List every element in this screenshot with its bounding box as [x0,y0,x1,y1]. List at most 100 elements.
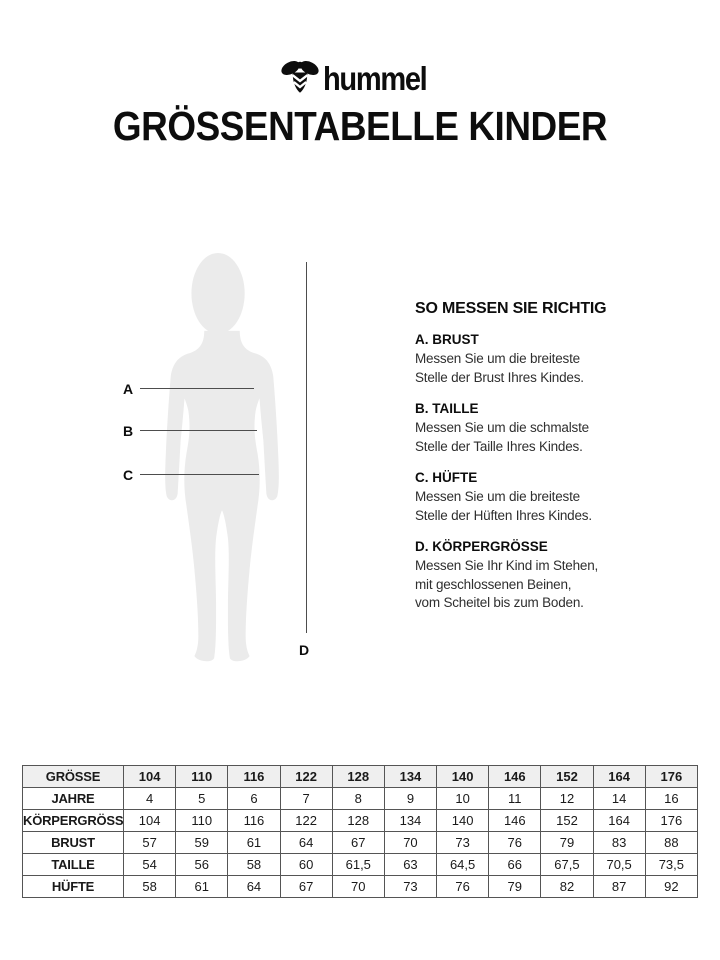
section-title: D. KÖRPERGRÖSSE [415,539,548,554]
row-label-cell: KÖRPERGRÖSSE [22,809,124,832]
section-line: Messen Sie Ihr Kind im Stehen, [415,558,599,573]
value-cell: 116 [227,809,281,832]
value-cell: 64,5 [436,853,490,876]
value-cell: 70,5 [592,853,646,876]
section-line: Stelle der Taille Ihres Kindes. [415,438,583,454]
value-cell: 110 [175,809,229,832]
value-cell: 61,5 [331,853,385,876]
value-cell: 128 [331,809,385,832]
measure-line-huefte [140,474,259,475]
value-cell: 64 [279,831,333,854]
size-table: GRÖSSE 104 110 116 122 128 134 140 146 152 164 176 J… [22,765,699,898]
value-cell: 134 [383,809,438,832]
value-cell: 58 [122,875,177,898]
value-cell: 152 [540,765,594,788]
value-cell: 54 [122,853,177,876]
value-cell: 152 [540,809,594,832]
value-cell: 140 [436,809,490,832]
size-table-header-row: GRÖSSE 104 110 116 122 128 134 140 146 152 164 176 [22,765,699,788]
section-title: A. BRUST [415,332,479,347]
value-cell: 92 [644,875,699,898]
section-line: vom Scheitel bis zum Boden. [415,595,584,610]
value-cell: 70 [331,875,385,898]
instruction-section-brust: A. BRUST Messen Sie um die breiteste Ste… [415,332,630,387]
value-cell: 6 [227,787,281,810]
value-cell: 56 [175,853,229,876]
value-cell: 122 [279,809,333,832]
value-cell: 104 [122,765,177,788]
value-cell: 164 [592,809,646,832]
value-cell: 128 [331,765,385,788]
value-cell: 76 [488,831,542,854]
value-cell: 79 [488,875,542,898]
value-cell: 82 [540,875,594,898]
size-table-row: BRUST 57 59 61 64 67 70 73 76 79 83 88 [22,831,699,854]
row-label-cell: GRÖSSE [22,765,124,788]
value-cell: 14 [592,787,646,810]
measure-label-c: C [123,467,134,483]
value-cell: 73 [436,831,490,854]
section-line: Stelle der Hüften Ihres Kindes. [415,507,592,523]
row-label-cell: JAHRE [22,787,124,810]
size-table-row: KÖRPERGRÖSSE 104 110 116 122 128 134 140 146 152 1… [22,809,699,832]
instruction-section-taille: B. TAILLE Messen Sie um die schmalste St… [415,401,630,456]
hummel-bee-icon [280,58,320,96]
value-cell: 4 [122,787,177,810]
value-cell: 11 [488,787,542,810]
row-label-cell: BRUST [22,831,124,854]
section-title: C. HÜFTE [415,470,478,485]
value-cell: 9 [383,787,438,810]
child-silhouette [153,250,291,668]
section-title: B. TAILLE [415,401,479,416]
value-cell: 64 [227,875,281,898]
row-label-cell: TAILLE [22,853,124,876]
value-cell: 88 [644,831,699,854]
value-cell: 57 [122,831,177,854]
instruction-section-koerpergroesse: D. KÖRPERGRÖSSE Messen Sie Ihr Kind im S… [415,539,630,613]
value-cell: 5 [175,787,229,810]
value-cell: 60 [279,853,333,876]
value-cell: 83 [592,831,646,854]
section-line: Messen Sie um die breiteste [415,351,580,366]
value-cell: 73,5 [644,853,699,876]
value-cell: 164 [592,765,646,788]
value-cell: 76 [436,875,490,898]
value-cell: 176 [644,809,699,832]
section-line: Messen Sie um die breiteste [415,489,580,504]
value-cell: 134 [383,765,438,788]
value-cell: 7 [279,787,333,810]
measure-label-b: B [123,423,134,439]
brand-wordmark: hummel [322,59,428,97]
measuring-instructions: SO MESSEN SIE RICHTIG A. BRUST Messen Si… [415,300,630,613]
value-cell: 79 [540,831,594,854]
value-cell: 10 [436,787,490,810]
value-cell: 70 [383,831,438,854]
value-cell: 116 [227,765,281,788]
value-cell: 73 [383,875,438,898]
measure-line-taille [140,430,257,431]
value-cell: 67 [279,875,333,898]
instructions-heading: SO MESSEN SIE RICHTIG [415,300,607,317]
instruction-section-huefte: C. HÜFTE Messen Sie um die breiteste Ste… [415,470,630,525]
value-cell: 67,5 [540,853,594,876]
section-line: mit geschlossenen Beinen, [415,576,572,592]
value-cell: 61 [175,875,229,898]
brand-logo: hummel [0,56,720,98]
section-line: Messen Sie um die schmalste [415,420,589,435]
page-title: GRÖSSENTABELLE KINDER [112,103,608,149]
value-cell: 61 [227,831,281,854]
value-cell: 66 [488,853,542,876]
value-cell: 63 [383,853,438,876]
section-line: Stelle der Brust Ihres Kindes. [415,369,584,385]
value-cell: 12 [540,787,594,810]
value-cell: 140 [436,765,490,788]
value-cell: 16 [644,787,699,810]
size-table-body: GRÖSSE 104 110 116 122 128 134 140 146 152 164 176 J… [22,765,699,898]
size-table-row: JAHRE 4 5 6 7 8 9 10 11 12 14 16 [22,787,699,810]
value-cell: 176 [644,765,699,788]
value-cell: 122 [279,765,333,788]
value-cell: 59 [175,831,229,854]
value-cell: 104 [122,809,177,832]
size-table-row: TAILLE 54 56 58 60 61,5 63 64,5 66 67,5 70,5 73,5 [22,853,699,876]
